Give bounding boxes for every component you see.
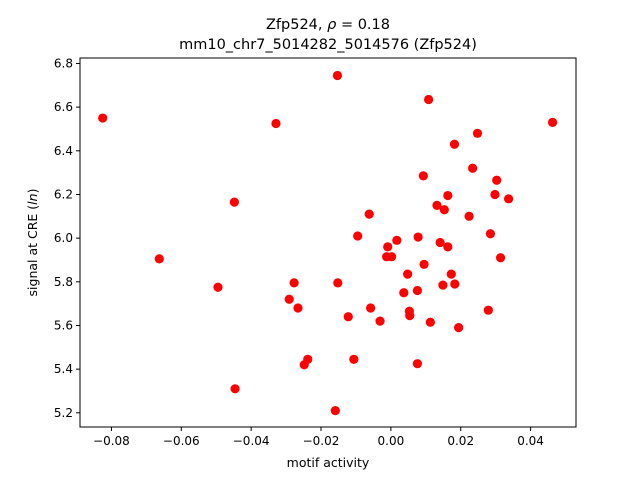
x-tick-label: −0.08 xyxy=(93,434,130,448)
data-point xyxy=(418,171,428,181)
y-axis: 5.2 5.4 5.6 5.8 6.0 6.2 6.4 6.6 6.8 xyxy=(54,56,80,420)
data-point xyxy=(375,316,385,326)
data-point xyxy=(454,323,464,333)
y-axis-label: signal at CRE (ln) xyxy=(25,189,40,297)
data-point xyxy=(446,269,456,279)
y-tick-label: 6.4 xyxy=(54,144,73,158)
y-tick-label: 6.6 xyxy=(54,100,73,114)
x-tick-label: 0.02 xyxy=(447,434,474,448)
data-point xyxy=(349,354,359,364)
data-point xyxy=(229,197,239,207)
x-tick-label: −0.02 xyxy=(303,434,340,448)
data-point xyxy=(413,232,423,242)
data-point xyxy=(392,235,402,245)
data-point xyxy=(386,252,397,262)
data-point xyxy=(230,384,240,394)
data-point xyxy=(364,209,374,219)
data-point xyxy=(293,303,303,313)
data-point xyxy=(383,242,393,252)
data-point xyxy=(450,279,460,289)
y-tick-label: 5.6 xyxy=(54,318,73,332)
y-tick-label: 5.8 xyxy=(54,275,73,289)
x-tick-label: 0.00 xyxy=(378,434,405,448)
chart-title: Zfp524, ρ = 0.18 xyxy=(266,17,390,33)
data-point xyxy=(468,163,478,173)
data-point xyxy=(443,190,453,201)
data-point xyxy=(399,288,409,298)
data-point xyxy=(343,312,353,322)
data-point xyxy=(432,200,442,210)
data-point xyxy=(483,305,493,315)
data-point xyxy=(425,317,435,327)
data-point xyxy=(271,118,281,129)
data-point xyxy=(449,139,460,149)
data-point xyxy=(412,285,423,296)
data-point xyxy=(405,311,415,321)
y-tick-label: 6.2 xyxy=(54,187,73,201)
data-point xyxy=(412,359,423,369)
y-tick-label: 6.8 xyxy=(54,56,73,70)
y-tick-label: 6.0 xyxy=(54,231,73,245)
data-point xyxy=(333,278,343,288)
data-point xyxy=(330,406,340,416)
data-point xyxy=(353,231,363,241)
data-point xyxy=(289,278,299,288)
x-axis-label: motif activity xyxy=(287,455,370,470)
y-tick-label: 5.2 xyxy=(54,406,73,420)
plot-frame xyxy=(79,57,577,428)
data-point xyxy=(495,253,506,263)
data-point xyxy=(438,280,448,290)
x-tick-label: −0.06 xyxy=(163,434,200,448)
chart-subtitle: mm10_chr7_5014282_5014576 (Zfp524) xyxy=(179,37,477,53)
data-point xyxy=(490,189,500,200)
data-point xyxy=(403,269,413,279)
y-tick-label: 5.4 xyxy=(54,362,73,376)
data-point xyxy=(435,237,445,248)
data-point xyxy=(213,282,223,292)
data-point xyxy=(492,175,502,185)
data-point xyxy=(284,294,294,304)
data-point xyxy=(332,70,343,81)
data-point xyxy=(366,303,376,313)
data-point xyxy=(154,254,164,264)
data-point xyxy=(439,205,449,215)
data-point xyxy=(547,117,558,128)
data-point xyxy=(419,259,429,269)
data-point xyxy=(472,128,483,138)
data-point xyxy=(464,211,474,221)
data-point xyxy=(303,354,313,364)
data-points xyxy=(98,70,558,416)
data-point xyxy=(503,194,514,204)
data-point xyxy=(443,242,453,252)
x-tick-label: 0.04 xyxy=(517,434,544,448)
data-point xyxy=(423,94,434,105)
data-point xyxy=(98,113,108,123)
x-tick-label: −0.04 xyxy=(233,434,270,448)
data-point xyxy=(485,229,496,239)
x-axis: −0.08 −0.06 −0.04 −0.02 0.00 0.02 0.04 xyxy=(93,427,544,448)
